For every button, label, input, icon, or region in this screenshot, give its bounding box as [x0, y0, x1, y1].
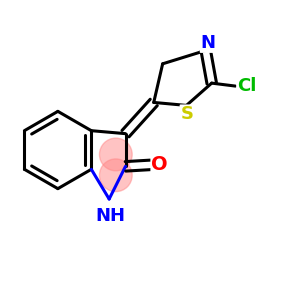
Text: S: S — [181, 105, 194, 123]
Circle shape — [100, 138, 132, 171]
Text: Cl: Cl — [237, 77, 256, 95]
Text: O: O — [152, 155, 168, 174]
Text: N: N — [201, 34, 216, 52]
Text: NH: NH — [96, 207, 126, 225]
Circle shape — [100, 159, 132, 192]
